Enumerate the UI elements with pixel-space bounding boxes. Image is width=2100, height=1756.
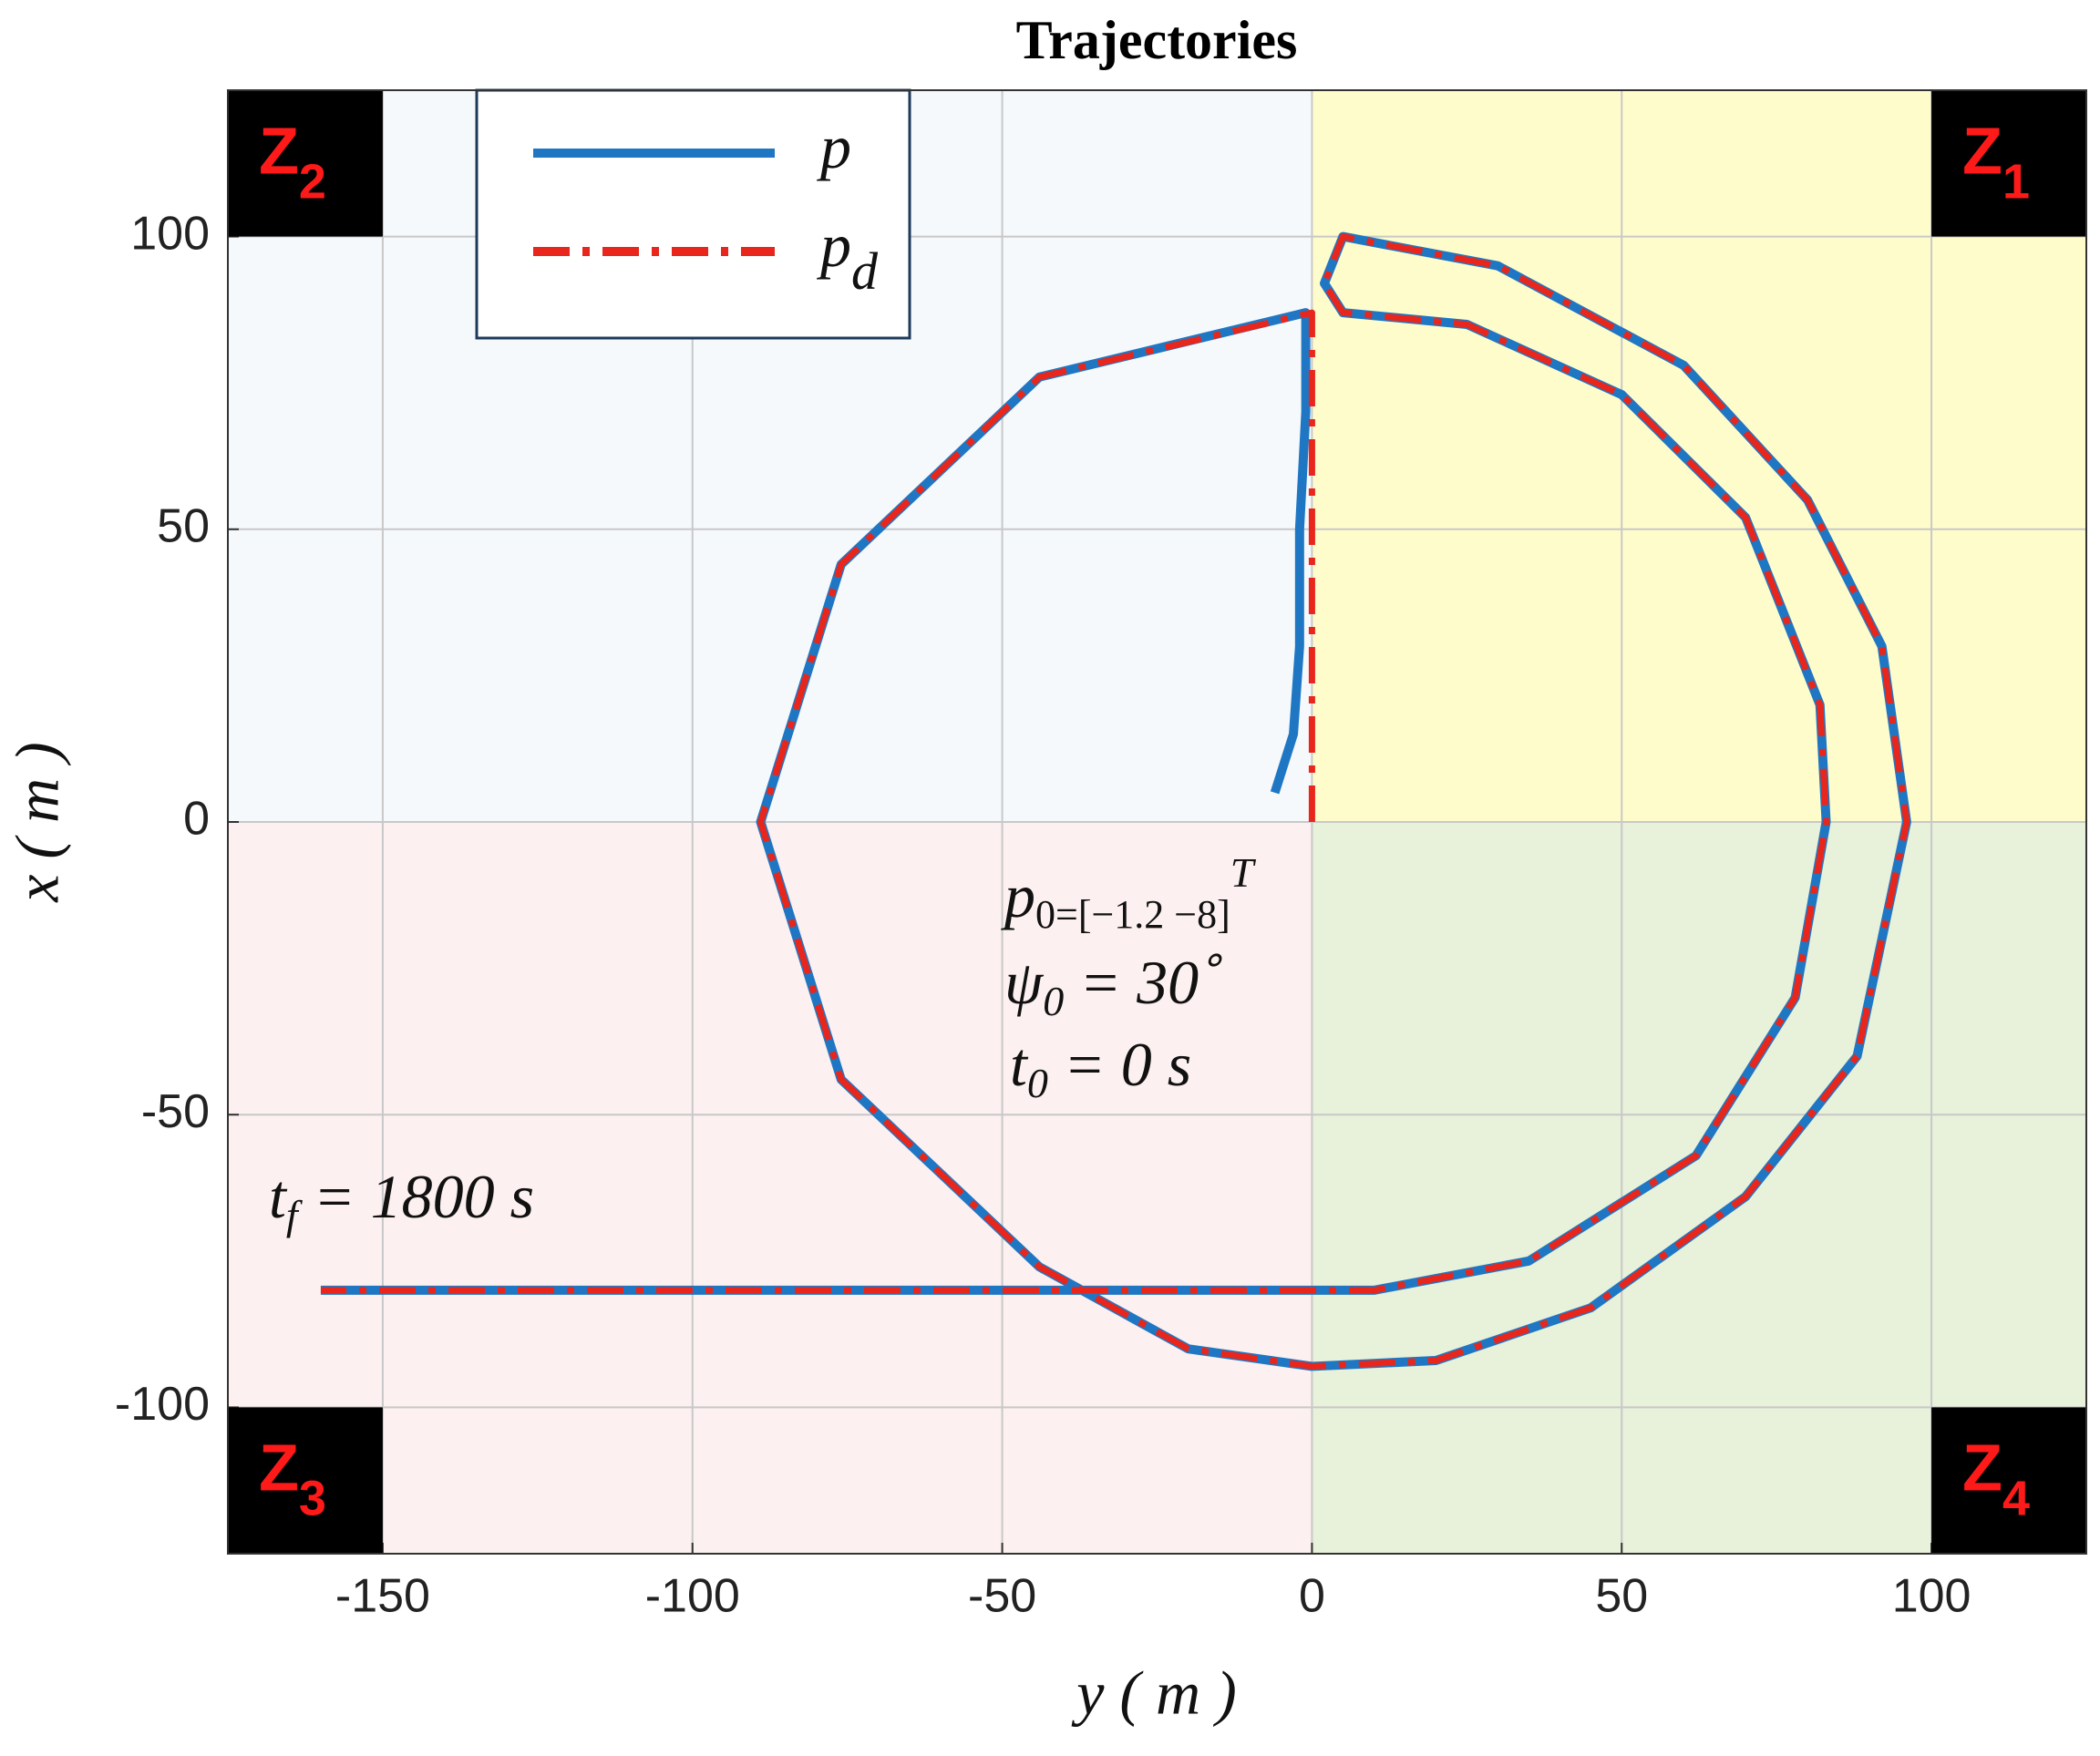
legend-label: p <box>817 112 851 181</box>
zone-label: Z4 <box>1962 1433 2030 1526</box>
zone-subscript: 1 <box>2002 155 2030 210</box>
zone-letter: Z <box>1962 1433 2002 1505</box>
annotation-part: = 0 s <box>1048 1030 1191 1099</box>
y-tick-label: 50 <box>157 500 210 553</box>
annotation: tf = 1800 s <box>269 1162 534 1238</box>
annotation-part: ∘ <box>1199 936 1225 982</box>
x-tick-label: 50 <box>1595 1570 1648 1623</box>
zone-letter: Z <box>259 115 299 188</box>
chart-title: Trajectories <box>1016 10 1298 70</box>
zone-box <box>1931 90 2086 237</box>
annotation-part: = 30 <box>1064 948 1199 1017</box>
annotation-part: t <box>1010 1030 1029 1099</box>
zone-box <box>228 1407 383 1554</box>
y-tick-label: -50 <box>141 1085 210 1138</box>
legend-name: p <box>817 211 851 280</box>
annotation-part: = 1800 s <box>298 1162 534 1231</box>
annotation-part: ψ <box>1004 948 1045 1017</box>
zone-subscript: 4 <box>2002 1472 2030 1526</box>
annotation-part: 0 <box>1043 978 1064 1024</box>
legend-label: pd <box>817 211 879 302</box>
legend-name: p <box>817 112 851 181</box>
zone-box <box>1931 1407 2086 1554</box>
zone-box <box>228 90 383 237</box>
zone-letter: Z <box>259 1433 299 1505</box>
x-tick-label: 0 <box>1299 1570 1325 1623</box>
annotation-part: 0 <box>1027 1060 1048 1106</box>
y-tick-label: -100 <box>115 1378 210 1431</box>
annotation-part: t <box>269 1162 288 1231</box>
zone-label: Z2 <box>259 115 326 209</box>
plot-frame <box>227 89 2087 1555</box>
trajectory-line <box>320 233 1910 1370</box>
annotation: p0=[−1.2 −8]T <box>1001 849 1257 938</box>
zone-letter: Z <box>1962 115 2002 188</box>
legend-subscript: d <box>851 241 879 301</box>
zone-subscript: 2 <box>299 155 326 210</box>
annotation: ψ0 = 30∘ <box>1004 936 1225 1024</box>
x-tick-label: -50 <box>968 1570 1036 1623</box>
y-tick-label: 0 <box>183 793 210 846</box>
y-tick-label: 100 <box>130 207 210 260</box>
annotation-part: T <box>1230 849 1257 896</box>
x-tick-label: -100 <box>645 1570 740 1623</box>
x-axis-label: y ( m ) <box>1071 1658 1237 1728</box>
annotation-part: 0=[−1.2 −8] <box>1035 892 1230 937</box>
x-tick-label: -150 <box>335 1570 430 1623</box>
y-axis-label: x ( m ) <box>3 742 72 903</box>
annotation: t0 = 0 s <box>1010 1030 1191 1106</box>
zone-subscript: 3 <box>299 1472 326 1526</box>
quadrant <box>228 822 1312 1554</box>
zone-label: Z1 <box>1962 115 2030 209</box>
legend-box <box>475 88 911 340</box>
annotation-part: p <box>1001 861 1035 930</box>
zone-label: Z3 <box>259 1433 326 1526</box>
x-tick-label: 100 <box>1892 1570 1971 1623</box>
